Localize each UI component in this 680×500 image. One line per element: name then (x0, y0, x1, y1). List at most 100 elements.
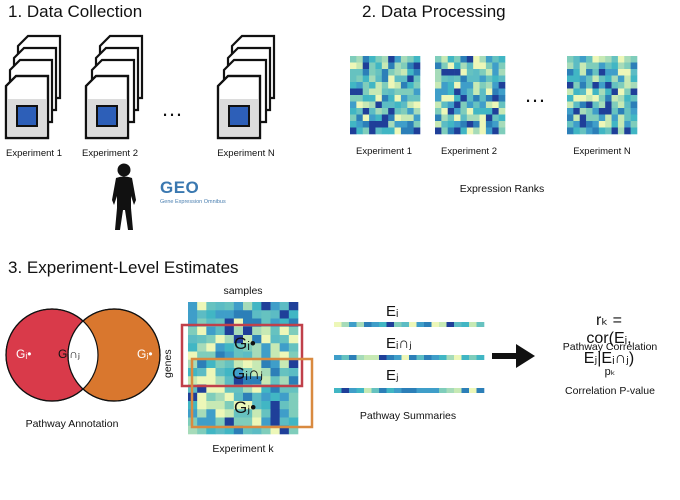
heatmap-cell (215, 392, 225, 402)
summary-bar-cell (461, 355, 470, 360)
heatmap-cell (460, 121, 468, 128)
summary-ei-label: Eᵢ (386, 303, 399, 320)
heatmap-cell (592, 56, 600, 63)
heatmap-cell (567, 62, 574, 70)
heatmap-cell (573, 121, 581, 128)
summary-bar-cell (454, 355, 462, 360)
heatmap-cell (617, 101, 625, 109)
heatmap-cell (479, 127, 487, 135)
heatmap-cell (270, 351, 280, 361)
heatmap-cell (567, 121, 574, 128)
heatmap-cell (394, 62, 402, 70)
heatmap-cell (598, 127, 606, 135)
heatmap-cell (270, 343, 280, 352)
heatmap-cell (400, 75, 408, 83)
heatmap-cell (617, 127, 625, 135)
heatmap-cell (630, 114, 638, 122)
heatmap-cell (435, 121, 442, 128)
heatmap-cell (197, 359, 207, 369)
heatmap-experiment-2 (435, 56, 506, 135)
heatmap-cell (466, 75, 474, 83)
heatmap-cell (288, 335, 299, 344)
heatmap-cell (447, 108, 455, 115)
heatmap-cell (261, 326, 271, 336)
heatmap-cell (454, 127, 461, 135)
heatmap-cell (369, 114, 376, 122)
heatmap-cell (598, 69, 606, 76)
heatmap-cell (233, 318, 244, 328)
heatmap-cell (579, 121, 587, 128)
heatmap-cell (252, 343, 262, 352)
heatmap-cell (454, 101, 461, 109)
heatmap-cell (270, 392, 280, 402)
heatmap-cell (206, 392, 216, 402)
heatmap-cell (362, 75, 370, 83)
heatmap-cell (567, 108, 574, 115)
heatmap-cell (252, 425, 262, 435)
heatmap-cell (447, 56, 455, 63)
heatmap-cell (586, 69, 593, 76)
heatmap-cell (466, 69, 474, 76)
heatmap-cell (479, 62, 487, 70)
heatmap-cell (466, 114, 474, 122)
heatmap-cell (407, 108, 414, 115)
right-arrow-icon (492, 344, 535, 368)
heatmap-cell (592, 114, 600, 122)
heatmap-cell (381, 75, 389, 83)
heatmap-cell (350, 56, 357, 63)
heatmap-cell (224, 368, 235, 377)
heatmap-cell (485, 62, 493, 70)
heatmap-cell (460, 82, 468, 89)
heatmap-cell (197, 425, 207, 435)
heatmap-cell (624, 121, 631, 128)
summary-bar-cell (364, 322, 372, 327)
heatmap-cell (460, 127, 468, 135)
heatmap-cell (460, 56, 468, 63)
heatmap-cell (598, 75, 606, 83)
summary-bar-cell (439, 388, 447, 393)
heatmap-cell (350, 127, 357, 135)
heatmap-cell (369, 69, 376, 76)
heatmap-cell (460, 114, 468, 122)
heatmap-cell (356, 108, 364, 115)
heatmap-cell (441, 62, 449, 70)
heatmap-cell (224, 392, 235, 402)
heatmap-cell (206, 409, 216, 418)
heatmap-cell (270, 384, 280, 394)
heatmap-cell (362, 127, 370, 135)
heatmap-experiment-1 (350, 56, 421, 135)
heatmap-cell (288, 318, 299, 328)
section-title-data-processing: 2. Data Processing (362, 2, 506, 21)
matrix-gij-label: Gᵢ∩ⱼ (232, 364, 264, 383)
heatmap-cell (197, 368, 207, 377)
heatmap-cell (400, 56, 408, 63)
heatmap-cell (592, 62, 600, 70)
heatmap-cell (381, 88, 389, 96)
heatmap-cell (188, 318, 198, 328)
matrix-gj-label: Gⱼ• (234, 398, 257, 417)
summary-bar-cell (364, 388, 372, 393)
heatmap-cell (407, 127, 414, 135)
heatmap-cell (611, 108, 619, 115)
heatmap-cell (454, 108, 461, 115)
matrix-gi-label: Gᵢ• (234, 334, 256, 353)
heatmap-cell (460, 88, 468, 96)
heatmap-cell (356, 69, 364, 76)
heatmap-cell (586, 114, 593, 122)
heatmap-cell (215, 359, 225, 369)
summary-bar-cell (356, 322, 365, 327)
heatmap-cell (579, 69, 587, 76)
heatmap-cell (279, 351, 290, 361)
summary-bar-cell (461, 388, 470, 393)
heatmap-cell (624, 69, 631, 76)
summary-bar-cell (364, 355, 372, 360)
heatmap-cell (381, 69, 389, 76)
heatmap-cell (362, 62, 370, 70)
heatmap-cell (630, 56, 638, 63)
heatmap-cell (369, 101, 376, 109)
heatmap-cell (460, 95, 468, 102)
heatmap-cell (479, 88, 487, 96)
heatmap-cell (579, 95, 587, 102)
heatmap-cell (479, 75, 487, 83)
heatmap-cell (498, 95, 506, 102)
